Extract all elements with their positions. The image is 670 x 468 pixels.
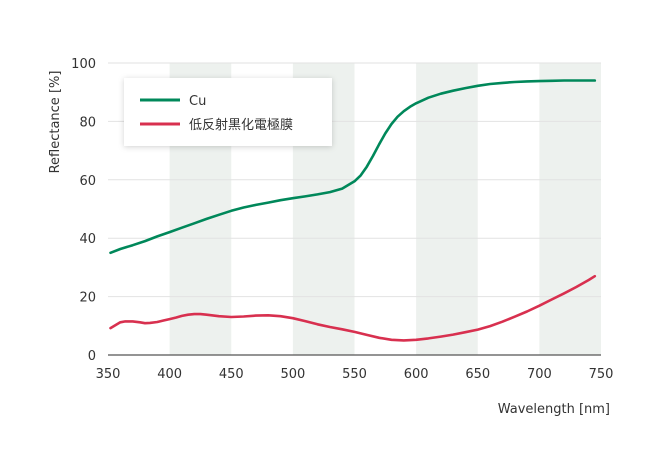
series-line-1 — [109, 274, 597, 342]
y-tick-labels: 0 20 40 60 80 100 — [71, 57, 96, 364]
y-axis-title: Reflectance [%] — [48, 71, 63, 174]
x-tick-label: 750 — [589, 367, 614, 382]
x-tick-label: 700 — [527, 367, 552, 382]
legend-box — [124, 78, 332, 146]
y-tick-label: 20 — [79, 291, 96, 306]
series-lines — [109, 79, 597, 342]
x-tick-label: 500 — [280, 367, 305, 382]
shaded-band-2 — [416, 63, 478, 355]
x-tick-label: 600 — [404, 367, 429, 382]
legend-label-cu: Cu — [189, 94, 206, 109]
legend-label-black-film: 低反射黒化電極膜 — [189, 117, 293, 133]
shaded-band-3 — [539, 63, 601, 355]
legend: Cu 低反射黒化電極膜 — [124, 78, 332, 146]
x-tick-label: 350 — [96, 367, 121, 382]
y-tick-label: 80 — [79, 115, 96, 130]
x-tick-label: 550 — [342, 367, 367, 382]
x-tick-label: 450 — [219, 367, 244, 382]
series-line-0 — [109, 79, 597, 255]
y-tick-label: 0 — [88, 349, 96, 364]
x-tick-label: 400 — [157, 367, 182, 382]
x-tick-labels: 350 400 450 500 550 600 650 700 750 — [96, 367, 614, 382]
y-tick-label: 40 — [79, 232, 96, 247]
y-tick-label: 100 — [71, 57, 96, 72]
grid-lines — [108, 62, 601, 298]
x-axis-title: Wavelength [nm] — [498, 402, 610, 417]
y-tick-label: 60 — [79, 174, 96, 189]
x-tick-label: 650 — [465, 367, 490, 382]
